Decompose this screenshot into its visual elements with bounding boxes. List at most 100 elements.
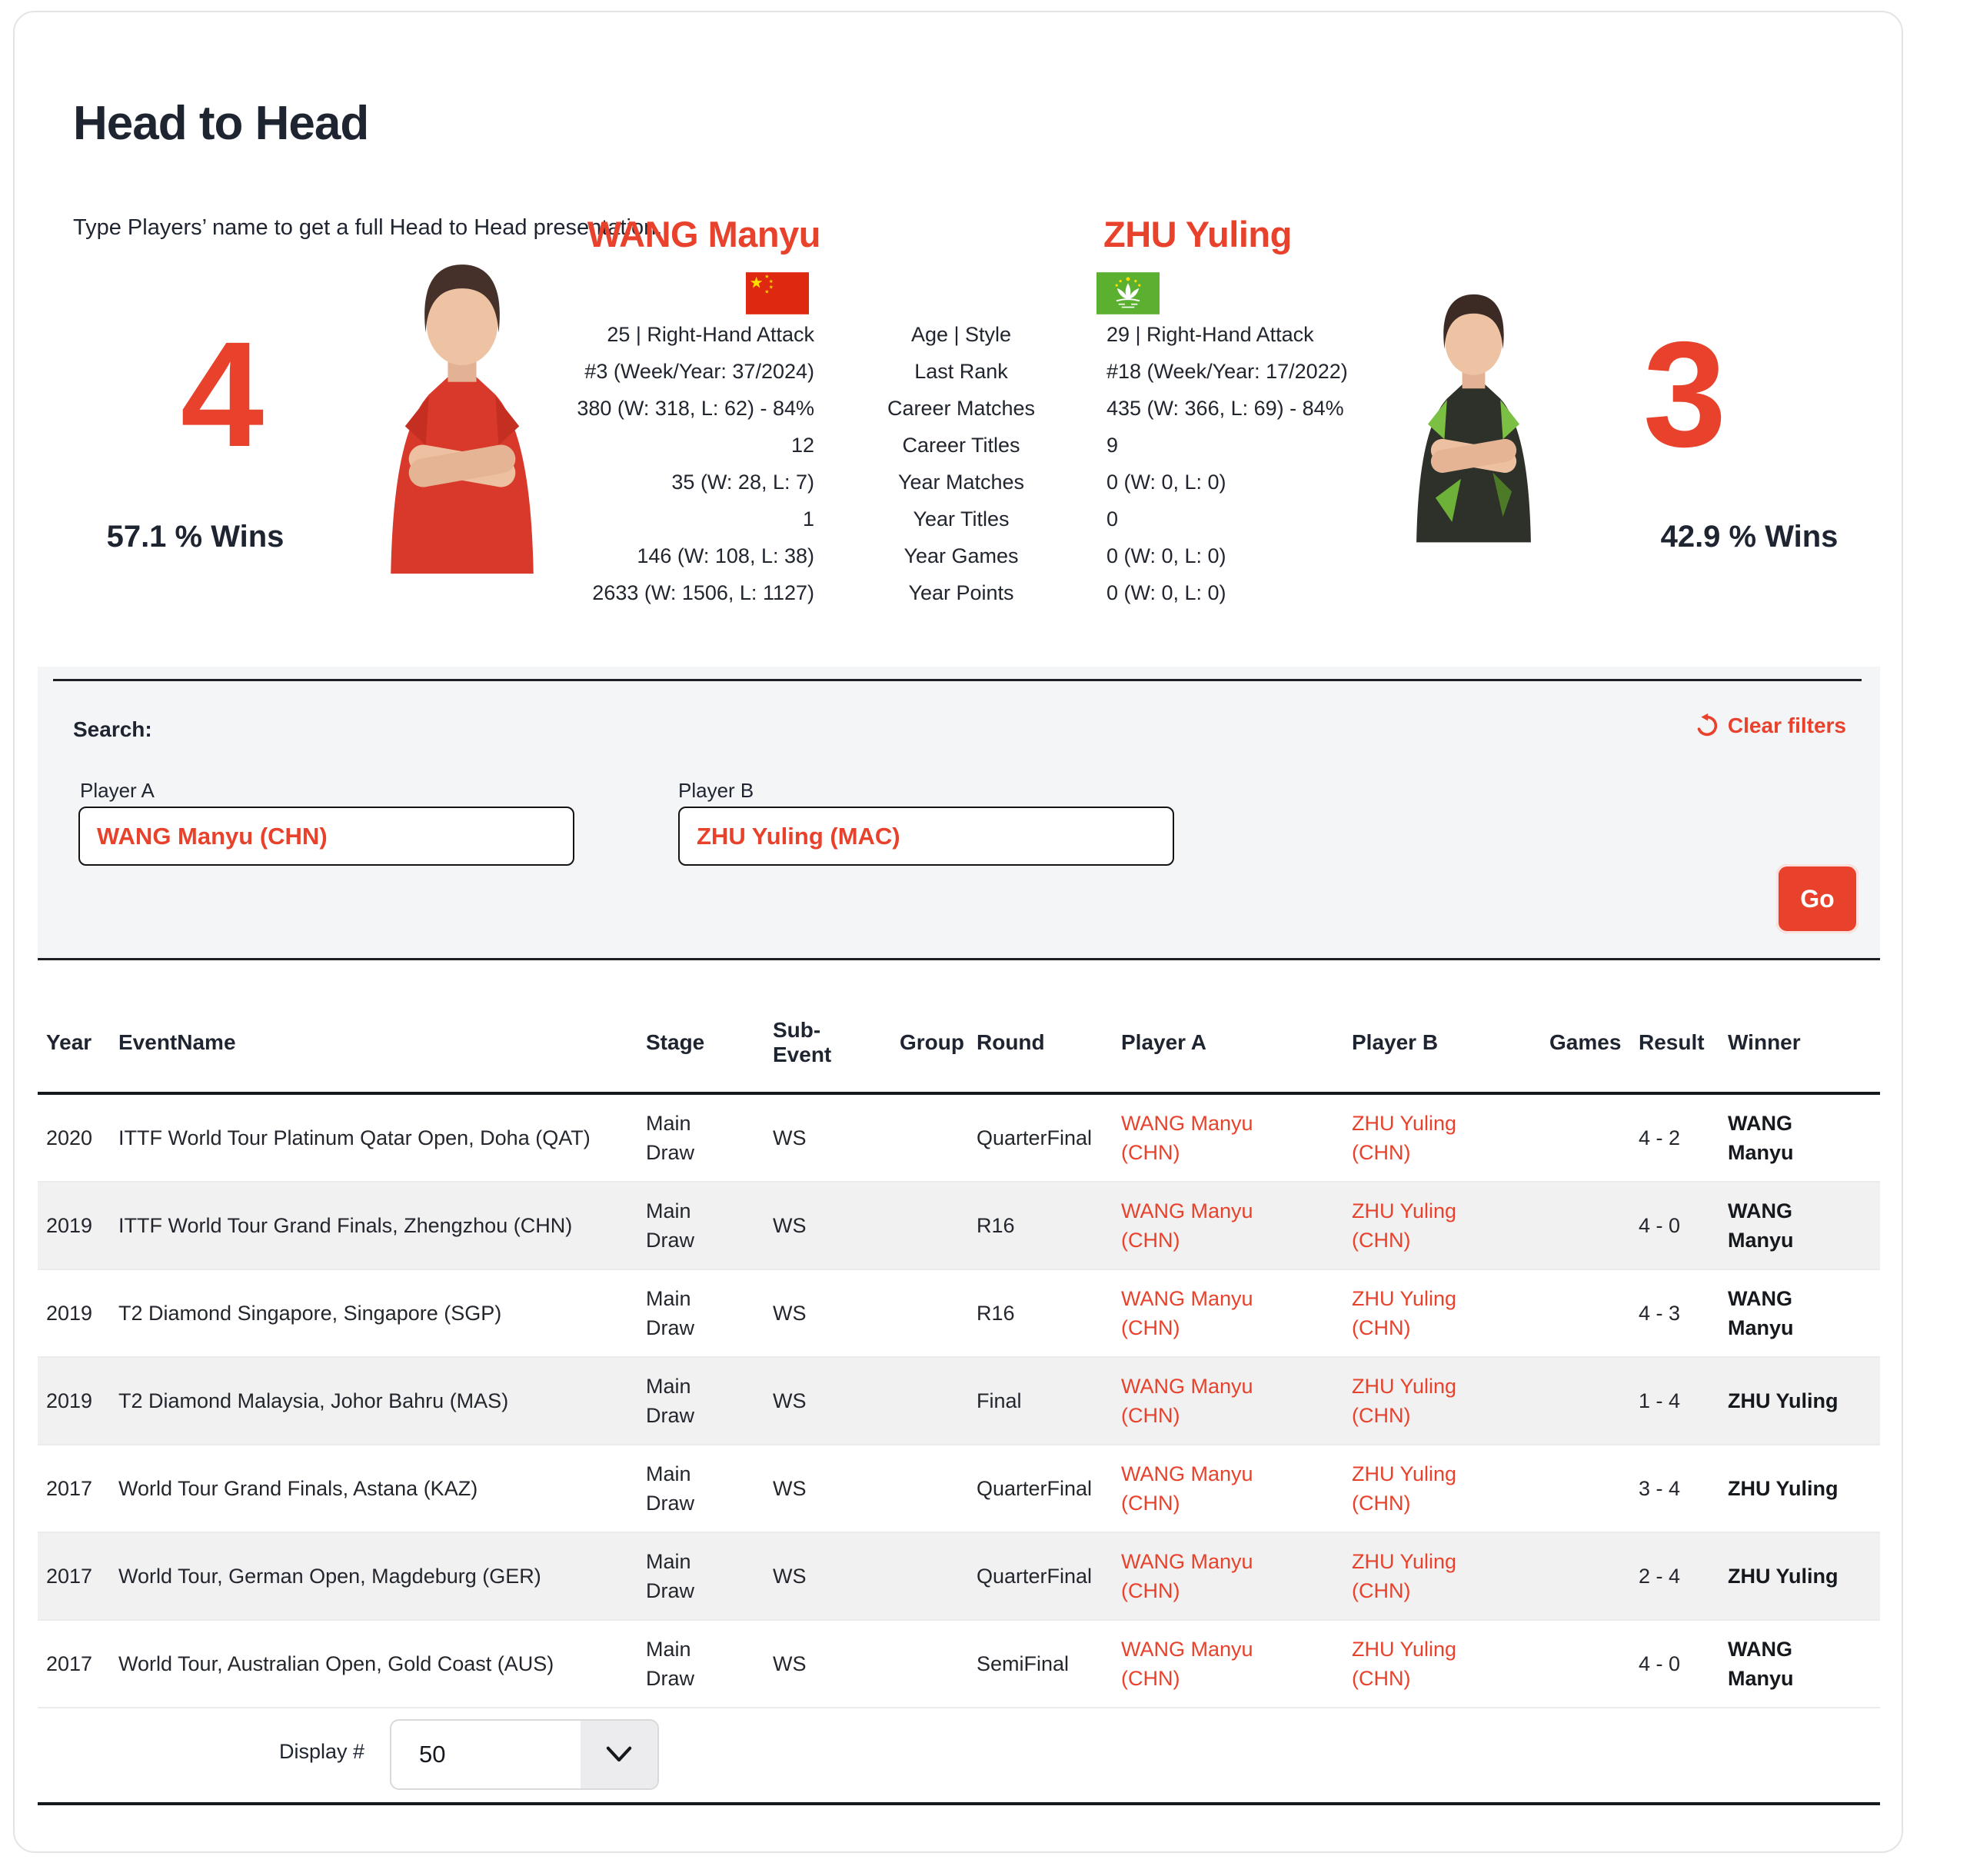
player-b-name: ZHU Yuling bbox=[1103, 214, 1292, 254]
cell-winner: ZHU Yuling bbox=[1728, 1477, 1839, 1500]
cell-year: 2017 bbox=[46, 1564, 93, 1588]
player-b-stat-value: 0 (W: 0, L: 0) bbox=[1106, 544, 1226, 567]
go-button[interactable]: Go bbox=[1776, 864, 1859, 933]
cell-winner: WANG Manyu bbox=[1728, 1638, 1794, 1690]
clear-filters-label: Clear filters bbox=[1727, 713, 1846, 737]
cell-stage: Main Draw bbox=[646, 1375, 695, 1427]
player-b-link[interactable]: ZHU Yuling (CHN) bbox=[1352, 1112, 1457, 1164]
page-subtitle: Type Players’ name to get a full Head to… bbox=[73, 215, 663, 240]
player-a-link[interactable]: WANG Manyu (CHN) bbox=[1121, 1638, 1253, 1690]
cell-player-a: WANG Manyu (CHN) bbox=[1121, 1459, 1352, 1518]
cell-year: 2019 bbox=[46, 1389, 93, 1412]
stat-label: Career Matches bbox=[887, 397, 1036, 420]
player-b-link[interactable]: ZHU Yuling (CHN) bbox=[1352, 1375, 1457, 1427]
display-count-label: Display # bbox=[278, 1740, 364, 1763]
cell-year: 2020 bbox=[46, 1126, 93, 1149]
cell-player-b: ZHU Yuling (CHN) bbox=[1352, 1109, 1549, 1167]
cell-event: T2 Diamond Singapore, Singapore (SGP) bbox=[118, 1302, 502, 1325]
cell-round: SemiFinal bbox=[977, 1651, 1070, 1675]
player-a-link[interactable]: WANG Manyu (CHN) bbox=[1121, 1287, 1253, 1339]
cell-year: 2019 bbox=[46, 1213, 93, 1237]
column-header-player-b: Player B bbox=[1352, 1030, 1439, 1054]
player-a-link[interactable]: WANG Manyu (CHN) bbox=[1121, 1550, 1253, 1602]
player-a-win-percentage: 57.1 % Wins bbox=[106, 520, 285, 554]
cell-round: QuarterFinal bbox=[977, 1564, 1093, 1588]
player-b-link[interactable]: ZHU Yuling (CHN) bbox=[1352, 1638, 1457, 1690]
column-header-result: Result bbox=[1639, 1030, 1705, 1054]
cell-event: World Tour Grand Finals, Astana (KAZ) bbox=[118, 1477, 478, 1500]
table-row: 2019 T2 Diamond Malaysia, Johor Bahru (M… bbox=[38, 1358, 1880, 1445]
stat-label: Last Rank bbox=[914, 360, 1008, 383]
stat-labels: Age | Style Last Rank Career Matches Career… bbox=[846, 316, 1077, 611]
cell-result: 4 - 3 bbox=[1639, 1301, 1681, 1325]
player-a-link[interactable]: WANG Manyu (CHN) bbox=[1121, 1199, 1253, 1252]
player-b-stat-value: 0 (W: 0, L: 0) bbox=[1106, 581, 1226, 604]
player-b-link[interactable]: ZHU Yuling (CHN) bbox=[1352, 1462, 1457, 1515]
display-count-select[interactable]: 50 bbox=[390, 1719, 659, 1790]
player-b-win-percentage: 42.9 % Wins bbox=[1660, 520, 1839, 554]
player-a-stats: 25 | Right-Hand Attack #3 (Week/Year: 37/… bbox=[414, 316, 814, 611]
head-to-head-card: Head to Head Type Players’ name to get a… bbox=[13, 11, 1903, 1853]
player-b-stats: 29 | Right-Hand Attack #18 (Week/Year: 17… bbox=[1106, 316, 1506, 611]
column-header-round: Round bbox=[977, 1030, 1045, 1054]
search-panel: Search: Clear filters Player A Player B … bbox=[38, 667, 1880, 960]
clear-filters-button[interactable]: Clear filters bbox=[1694, 713, 1846, 739]
page-title: Head to Head bbox=[73, 97, 369, 150]
player-b-stat-value: 9 bbox=[1106, 434, 1119, 457]
cell-stage: Main Draw bbox=[646, 1199, 695, 1252]
cell-event: T2 Diamond Malaysia, Johor Bahru (MAS) bbox=[118, 1389, 509, 1412]
cell-result: 4 - 0 bbox=[1639, 1213, 1681, 1237]
display-count-value: 50 bbox=[419, 1741, 446, 1768]
stat-label: Year Matches bbox=[897, 471, 1025, 494]
player-b-input[interactable] bbox=[678, 807, 1174, 866]
table-row: 2020 ITTF World Tour Platinum Qatar Open… bbox=[38, 1095, 1880, 1182]
player-a-stat-value: 35 (W: 28, L: 7) bbox=[671, 471, 814, 494]
cell-event: World Tour, German Open, Magdeburg (GER) bbox=[118, 1565, 541, 1588]
cell-stage: Main Draw bbox=[646, 1550, 695, 1602]
table-bottom-divider bbox=[38, 1802, 1880, 1805]
cell-player-a: WANG Manyu (CHN) bbox=[1121, 1109, 1352, 1167]
cell-event: World Tour, Australian Open, Gold Coast … bbox=[118, 1652, 554, 1675]
comparison-section: 4 57.1 % Wins WANG Manyu bbox=[15, 12, 1902, 1851]
cell-sub-event: WS bbox=[773, 1651, 807, 1675]
column-header-winner: Winner bbox=[1728, 1030, 1801, 1054]
cell-winner: ZHU Yuling bbox=[1728, 1389, 1839, 1412]
player-a-input[interactable] bbox=[78, 807, 574, 866]
cell-event: ITTF World Tour Grand Finals, Zhengzhou … bbox=[118, 1214, 573, 1237]
stat-label: Year Points bbox=[908, 581, 1014, 604]
cell-round: QuarterFinal bbox=[977, 1476, 1093, 1500]
player-b-link[interactable]: ZHU Yuling (CHN) bbox=[1352, 1199, 1457, 1252]
cell-player-b: ZHU Yuling (CHN) bbox=[1352, 1459, 1549, 1518]
player-b-link[interactable]: ZHU Yuling (CHN) bbox=[1352, 1550, 1457, 1602]
cell-round: Final bbox=[977, 1389, 1022, 1412]
player-a-link[interactable]: WANG Manyu (CHN) bbox=[1121, 1462, 1253, 1515]
stat-label: Year Games bbox=[903, 544, 1019, 567]
player-b-link[interactable]: ZHU Yuling (CHN) bbox=[1352, 1287, 1457, 1339]
cell-result: 3 - 4 bbox=[1639, 1476, 1681, 1500]
reset-icon bbox=[1697, 713, 1718, 737]
column-header-sub-event: Sub-Event bbox=[773, 1018, 832, 1066]
player-b-stat-value: 0 (W: 0, L: 0) bbox=[1106, 471, 1226, 494]
column-header-stage: Stage bbox=[646, 1030, 705, 1054]
cell-sub-event: WS bbox=[773, 1213, 807, 1237]
cell-round: R16 bbox=[977, 1301, 1015, 1325]
player-a-link[interactable]: WANG Manyu (CHN) bbox=[1121, 1375, 1253, 1427]
cell-player-a: WANG Manyu (CHN) bbox=[1121, 1196, 1352, 1255]
player-b-stat-value: #18 (Week/Year: 17/2022) bbox=[1106, 360, 1348, 383]
column-header-games: Games bbox=[1549, 1030, 1622, 1054]
cell-winner: WANG Manyu bbox=[1728, 1112, 1794, 1164]
cell-player-b: ZHU Yuling (CHN) bbox=[1352, 1547, 1549, 1605]
search-label: Search: bbox=[73, 717, 152, 741]
cell-sub-event: WS bbox=[773, 1301, 807, 1325]
player-a-wins-count: 4 bbox=[180, 311, 265, 478]
cell-stage: Main Draw bbox=[646, 1287, 695, 1339]
cell-stage: Main Draw bbox=[646, 1638, 695, 1690]
cell-stage: Main Draw bbox=[646, 1112, 695, 1164]
player-a-link[interactable]: WANG Manyu (CHN) bbox=[1121, 1112, 1253, 1164]
table-row: 2017 World Tour, German Open, Magdeburg … bbox=[38, 1533, 1880, 1621]
player-b-photo bbox=[1391, 255, 1556, 575]
panel-top-divider bbox=[53, 679, 1862, 681]
player-a-field-label: Player A bbox=[80, 779, 155, 802]
player-a-stat-value: 2633 (W: 1506, L: 1127) bbox=[592, 581, 814, 604]
cell-winner: WANG Manyu bbox=[1728, 1199, 1794, 1252]
